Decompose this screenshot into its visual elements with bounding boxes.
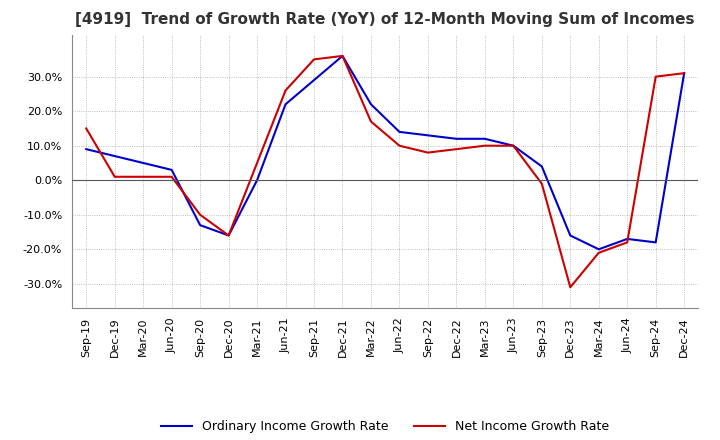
Net Income Growth Rate	[253, 160, 261, 165]
Ordinary Income Growth Rate	[680, 70, 688, 76]
Ordinary Income Growth Rate	[82, 147, 91, 152]
Net Income Growth Rate	[139, 174, 148, 180]
Legend: Ordinary Income Growth Rate, Net Income Growth Rate: Ordinary Income Growth Rate, Net Income …	[156, 415, 614, 438]
Net Income Growth Rate	[366, 119, 375, 124]
Net Income Growth Rate	[82, 126, 91, 131]
Ordinary Income Growth Rate	[167, 167, 176, 172]
Net Income Growth Rate	[282, 88, 290, 93]
Net Income Growth Rate	[395, 143, 404, 148]
Net Income Growth Rate	[110, 174, 119, 180]
Line: Net Income Growth Rate: Net Income Growth Rate	[86, 56, 684, 287]
Net Income Growth Rate	[338, 53, 347, 59]
Net Income Growth Rate	[509, 143, 518, 148]
Net Income Growth Rate	[595, 250, 603, 255]
Net Income Growth Rate	[680, 70, 688, 76]
Ordinary Income Growth Rate	[537, 164, 546, 169]
Net Income Growth Rate	[480, 143, 489, 148]
Net Income Growth Rate	[423, 150, 432, 155]
Ordinary Income Growth Rate	[452, 136, 461, 141]
Ordinary Income Growth Rate	[652, 240, 660, 245]
Ordinary Income Growth Rate	[338, 53, 347, 59]
Ordinary Income Growth Rate	[566, 233, 575, 238]
Net Income Growth Rate	[452, 147, 461, 152]
Ordinary Income Growth Rate	[310, 77, 318, 83]
Ordinary Income Growth Rate	[282, 102, 290, 107]
Ordinary Income Growth Rate	[595, 247, 603, 252]
Net Income Growth Rate	[566, 285, 575, 290]
Ordinary Income Growth Rate	[253, 178, 261, 183]
Net Income Growth Rate	[225, 233, 233, 238]
Ordinary Income Growth Rate	[623, 236, 631, 242]
Net Income Growth Rate	[310, 57, 318, 62]
Ordinary Income Growth Rate	[509, 143, 518, 148]
Ordinary Income Growth Rate	[423, 133, 432, 138]
Ordinary Income Growth Rate	[110, 154, 119, 159]
Ordinary Income Growth Rate	[480, 136, 489, 141]
Net Income Growth Rate	[623, 240, 631, 245]
Net Income Growth Rate	[196, 212, 204, 217]
Ordinary Income Growth Rate	[366, 102, 375, 107]
Ordinary Income Growth Rate	[139, 160, 148, 165]
Net Income Growth Rate	[652, 74, 660, 79]
Line: Ordinary Income Growth Rate: Ordinary Income Growth Rate	[86, 56, 684, 249]
Title: [4919]  Trend of Growth Rate (YoY) of 12-Month Moving Sum of Incomes: [4919] Trend of Growth Rate (YoY) of 12-…	[76, 12, 695, 27]
Net Income Growth Rate	[537, 181, 546, 186]
Ordinary Income Growth Rate	[196, 223, 204, 228]
Ordinary Income Growth Rate	[225, 233, 233, 238]
Ordinary Income Growth Rate	[395, 129, 404, 135]
Net Income Growth Rate	[167, 174, 176, 180]
